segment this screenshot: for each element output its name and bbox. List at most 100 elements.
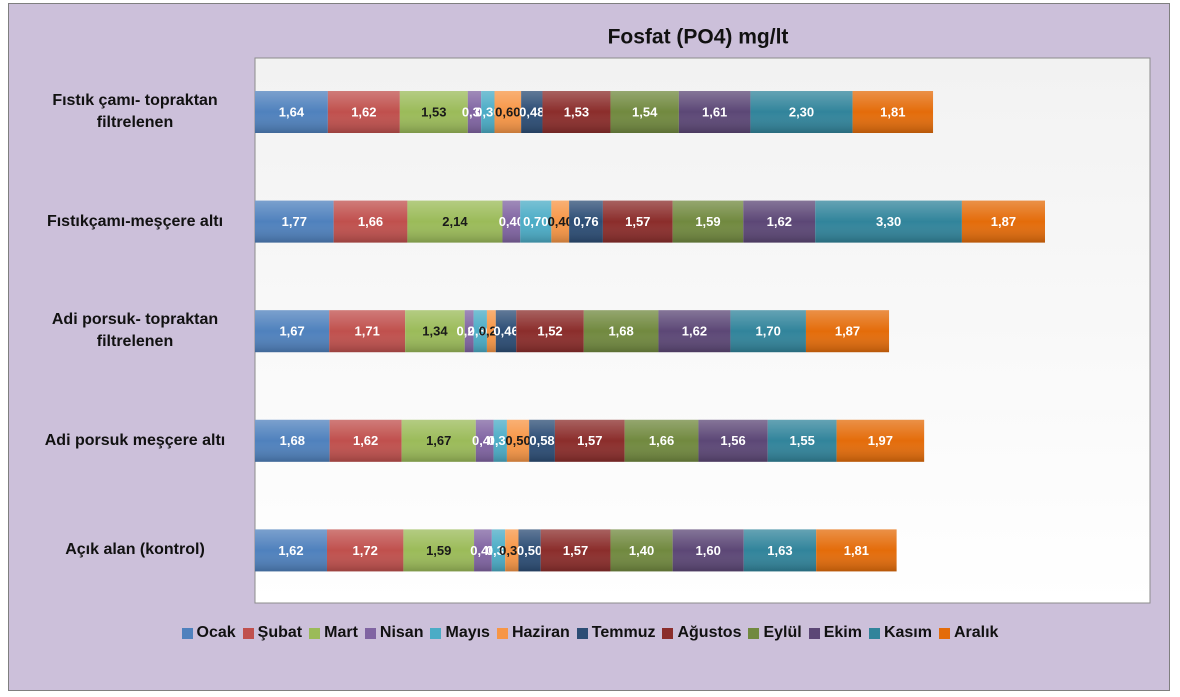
data-label: 1,70 (756, 324, 781, 339)
category-label: Adi porsuk- topraktan filtrelenen (51, 311, 219, 351)
data-label: 1,66 (358, 214, 383, 229)
bar-shade (255, 419, 330, 462)
bar-shade (475, 419, 494, 462)
data-label: 0,50 (505, 433, 530, 448)
data-label: 1,57 (625, 214, 650, 229)
data-label: 1,87 (991, 214, 1016, 229)
legend-label: Mayıs (445, 624, 490, 641)
bar-shade (961, 200, 1045, 243)
data-label: 1,62 (351, 104, 376, 119)
bar-shade (493, 419, 507, 462)
data-label: 1,62 (353, 433, 378, 448)
data-label: 1,59 (695, 214, 720, 229)
legend-swatch (576, 627, 588, 639)
data-label: 0,58 (529, 433, 554, 448)
legend-item: Mayıs (430, 624, 490, 642)
legend-label: Eylül (763, 624, 802, 641)
bar-shade (836, 419, 925, 462)
data-label: 1,53 (564, 104, 589, 119)
bar-shade (678, 91, 751, 133)
bar-shade (255, 200, 334, 243)
bar-shade (405, 310, 465, 353)
legend-swatch (748, 627, 760, 639)
data-label: 1,68 (280, 433, 305, 448)
data-label: 3,30 (876, 214, 901, 229)
legend-item: Kasım (868, 624, 932, 642)
bar-shade (326, 529, 404, 572)
data-label: 2,30 (789, 104, 814, 119)
legend: Ocak Şubat Mart Nisan Mayıs Haziran Temmuz Ağus… (0, 624, 1180, 642)
legend-item: Ocak (181, 624, 236, 642)
data-label: 1,62 (767, 214, 792, 229)
bar-shade (505, 529, 519, 572)
data-label: 1,71 (355, 324, 380, 339)
legend-swatch (662, 627, 674, 639)
legend-label: Temmuz (591, 624, 656, 641)
bar-shade (329, 419, 402, 462)
data-label: 0,40 (499, 214, 524, 229)
legend-swatch (868, 627, 880, 639)
legend-item: Haziran (496, 624, 570, 642)
legend-item: Mart (309, 624, 358, 642)
bar-shade (516, 310, 584, 353)
legend-label: Aralık (953, 624, 999, 641)
bar-shade (502, 200, 521, 243)
category-label: Adi porsuk meşçere altı (44, 431, 226, 449)
bar-shade (542, 91, 611, 133)
bar-shade (481, 91, 495, 133)
data-label: 1,40 (629, 543, 654, 558)
bar-shade (467, 91, 482, 133)
bar-shade (672, 529, 744, 572)
data-label: 1,67 (279, 324, 304, 339)
data-label: 0,40 (470, 543, 495, 558)
bar-shade (399, 91, 468, 133)
legend-swatch (430, 627, 442, 639)
bar-shade (750, 91, 853, 133)
bar-shade (816, 529, 897, 572)
data-label: 0,30 (462, 104, 487, 119)
data-label: 1,81 (844, 543, 869, 558)
bar-shade (491, 529, 506, 572)
legend-label: Ağustos (677, 624, 742, 641)
bar-shade (554, 419, 625, 462)
data-label: 1,57 (563, 543, 588, 558)
bar-shade (255, 91, 328, 133)
bar-shade (624, 419, 699, 462)
legend-item: Ekim (808, 624, 862, 642)
bar-shade (520, 200, 552, 243)
bar-shade (602, 200, 673, 243)
legend-label: Nisan (379, 624, 424, 641)
bar-shade (529, 419, 555, 462)
data-label: 0,40 (472, 433, 497, 448)
chart-title: Fosfat (PO4) mg/lt (608, 26, 789, 49)
data-label: 1,56 (720, 433, 745, 448)
legend-item: Nisan (364, 624, 424, 642)
bar-shade (815, 200, 962, 243)
legend-label: Ekim (823, 624, 862, 641)
data-label: 1,72 (353, 543, 378, 558)
bar-shade (583, 310, 659, 353)
data-label: 0,30 (499, 543, 524, 558)
data-label: 1,34 (422, 324, 448, 339)
bar-shade (473, 310, 487, 353)
data-label: 1,52 (537, 324, 562, 339)
data-label: 1,87 (835, 324, 860, 339)
data-label: 0,76 (573, 214, 598, 229)
data-label: 1,68 (608, 324, 633, 339)
data-label: 0,48 (519, 104, 544, 119)
bar-shade (730, 310, 806, 353)
legend-swatch (181, 627, 193, 639)
bar-shade (610, 529, 673, 572)
legend-label: Şubat (257, 624, 303, 641)
bar-shade (495, 310, 517, 353)
category-label: Fıstık çamı- topraktan filtrelenen (52, 92, 218, 131)
data-label: 0,50 (517, 543, 542, 558)
bar-shade (610, 91, 679, 133)
bar-shade (767, 419, 837, 462)
bar-shade (327, 91, 400, 133)
data-label: 0,70 (523, 214, 548, 229)
data-label: 1,77 (282, 214, 307, 229)
data-label: 1,59 (426, 543, 451, 558)
data-label: 0,60 (495, 104, 520, 119)
